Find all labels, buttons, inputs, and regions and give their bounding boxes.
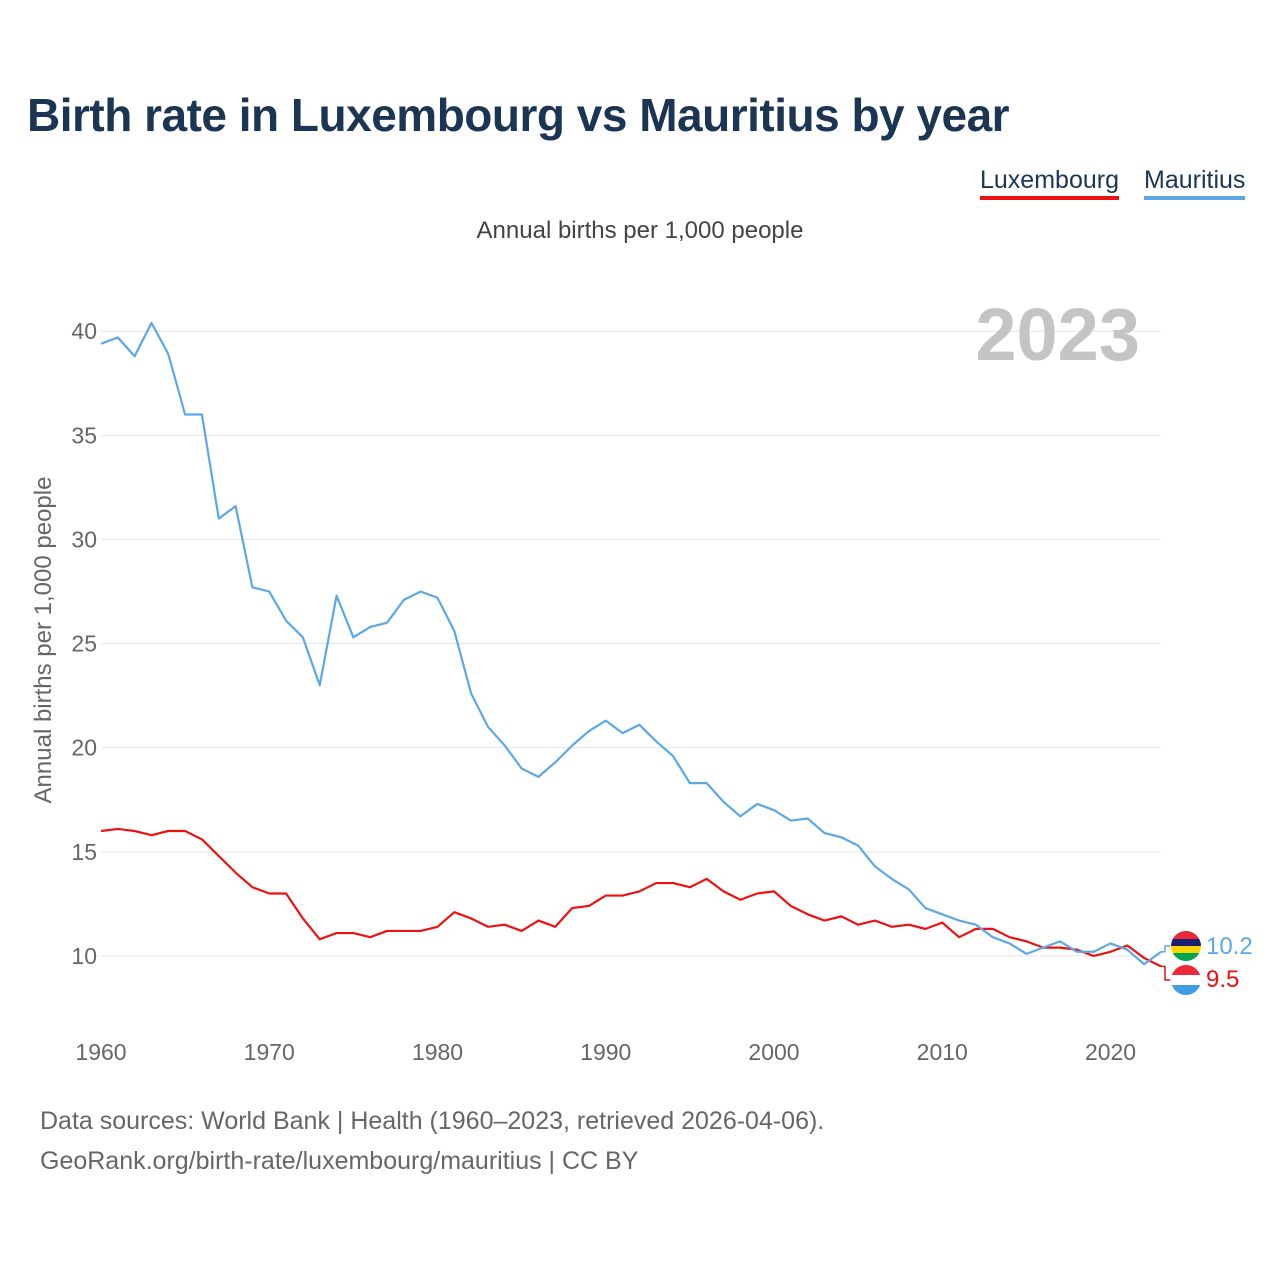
series-line-mauritius [100, 321, 1162, 966]
y-axis-label: Annual births per 1,000 people [30, 477, 57, 804]
legend-swatch-luxembourg [980, 196, 1119, 200]
legend-label-luxembourg: Luxembourg [980, 166, 1119, 194]
chart-title: Birth rate in Luxembourg vs Mauritius by… [27, 89, 1010, 141]
gridlines [101, 330, 1161, 957]
end-labels: 10.2 9.5 [1161, 931, 1253, 995]
x-tick-label: 1980 [412, 1039, 463, 1065]
x-tick-label: 2000 [748, 1039, 799, 1065]
mauritius-last-value-label: 10.2 [1206, 933, 1253, 960]
connector-luxembourg [1161, 965, 1170, 981]
x-tick-label: 2020 [1085, 1039, 1136, 1065]
y-tick-label: 15 [71, 839, 97, 865]
x-tick-label: 2010 [917, 1039, 968, 1065]
x-tick-label: 1960 [75, 1039, 126, 1065]
year-display: 2023 [975, 293, 1140, 376]
luxembourg-flag-icon [1171, 965, 1201, 995]
legend-item-luxembourg[interactable]: Luxembourg [980, 166, 1119, 200]
legend-swatch-mauritius [1144, 196, 1246, 200]
legend-label-mauritius: Mauritius [1144, 166, 1246, 194]
legend-item-mauritius[interactable]: Mauritius [1144, 166, 1246, 200]
x-tick-label: 1990 [580, 1039, 631, 1065]
connector-mauritius [1161, 945, 1170, 953]
y-tick-label: 25 [71, 631, 97, 657]
y-tick-label: 35 [71, 422, 97, 448]
chart-subtitle: Annual births per 1,000 people [476, 217, 804, 244]
series-line-luxembourg [100, 827, 1162, 968]
series-lines [100, 321, 1162, 968]
footer-sources: Data sources: World Bank | Health (1960–… [40, 1107, 825, 1135]
y-tick-label: 20 [71, 735, 97, 761]
x-tick-label: 1970 [244, 1039, 295, 1065]
x-axis-ticks: 1960 1970 1980 1990 2000 2010 2020 [75, 1039, 1136, 1065]
footer-attribution[interactable]: GeoRank.org/birth-rate/luxembourg/maurit… [40, 1147, 639, 1175]
y-tick-label: 10 [71, 943, 97, 969]
y-tick-label: 40 [71, 318, 97, 344]
luxembourg-last-value-label: 9.5 [1206, 966, 1239, 993]
line-chart: 10 15 20 25 30 35 40 1960 1970 1980 1990 2000 2010 2… [30, 293, 1253, 1065]
y-tick-label: 30 [71, 526, 97, 552]
y-axis-ticks: 10 15 20 25 30 35 40 [71, 318, 97, 969]
mauritius-flag-icon [1171, 931, 1201, 961]
